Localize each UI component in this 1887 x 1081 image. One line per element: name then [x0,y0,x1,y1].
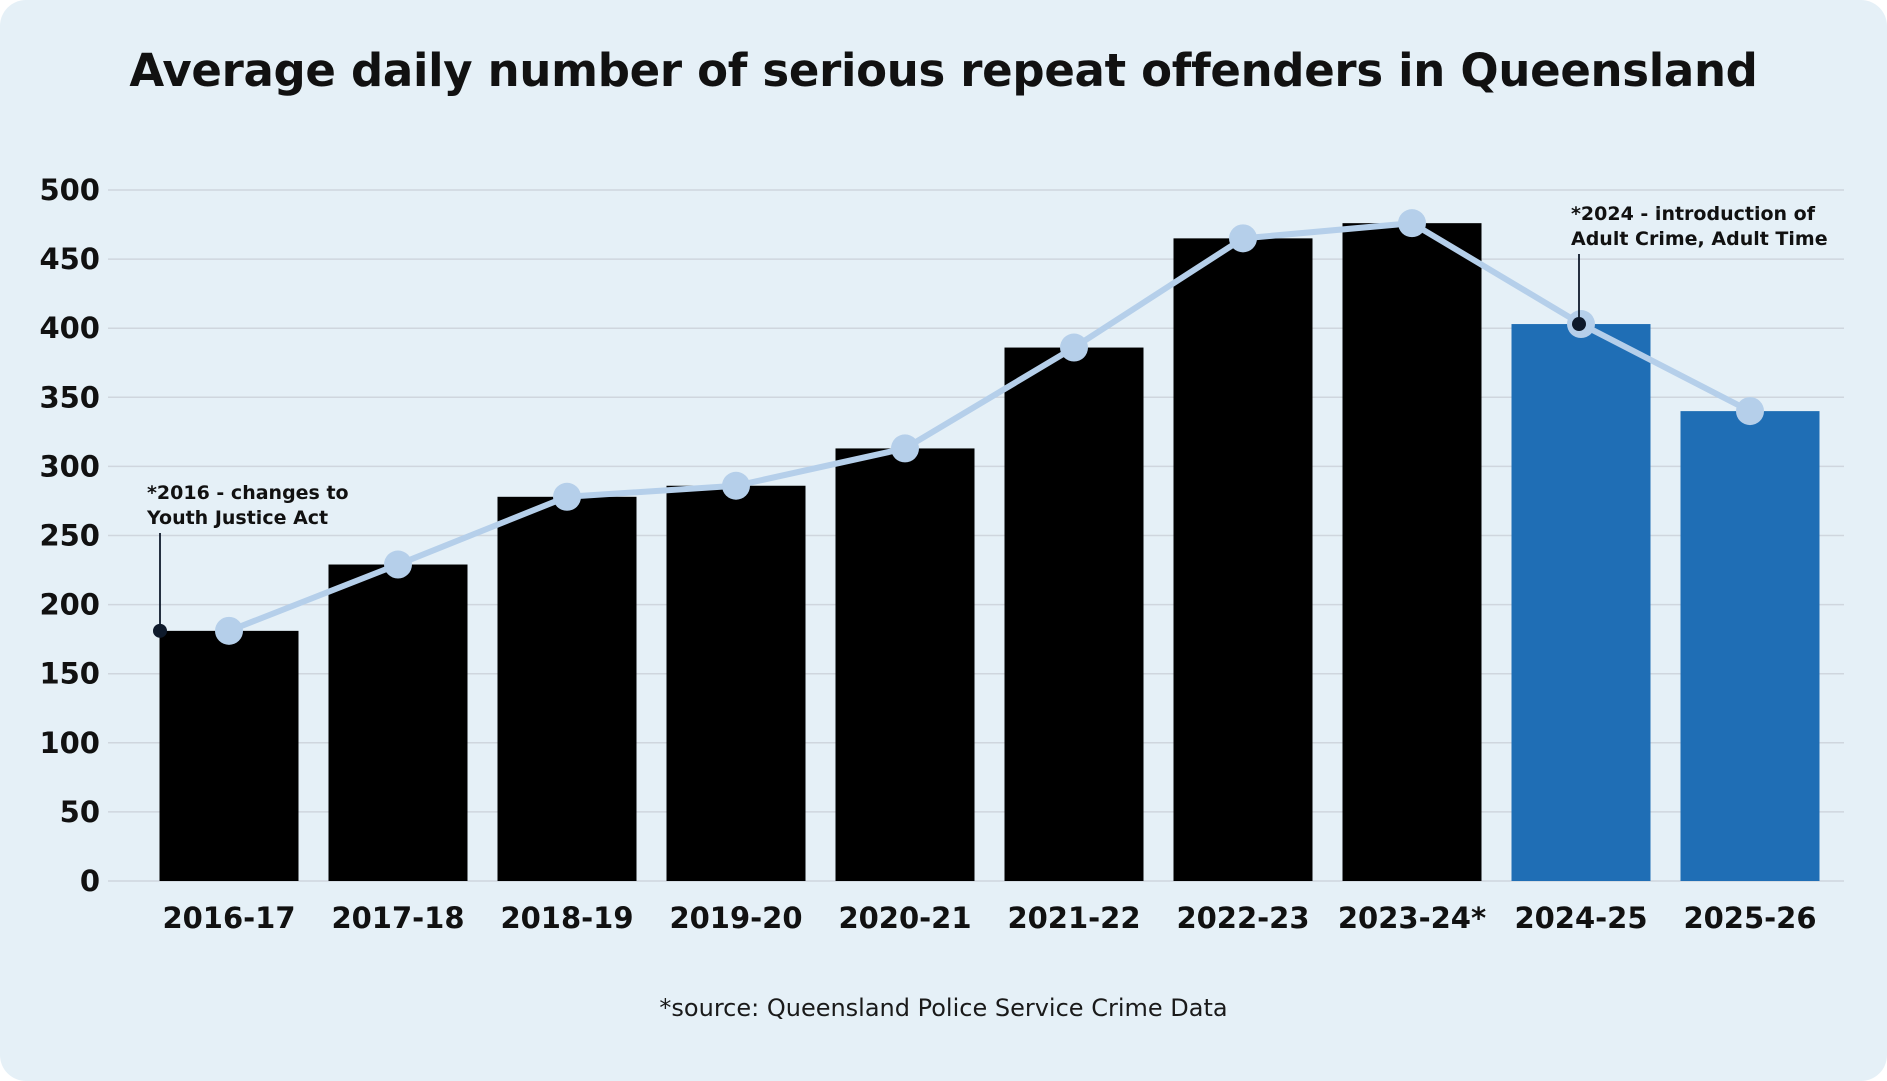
y-tick-label-50: 50 [60,795,100,829]
x-tick-label-2019-20: 2019-20 [669,901,802,935]
trend-marker-2023-24* [1398,209,1426,238]
x-tick-label-2024-25: 2024-25 [1514,901,1647,935]
annotation-2016-line-2: Youth Justice Act [146,507,328,529]
trend-line-path [226,220,1753,634]
x-tick-label-2023-24*: 2023-24* [1338,901,1486,935]
y-tick-label-250: 250 [39,519,100,553]
annotation-2016-dot [153,623,167,638]
y-tick-label-0: 0 [80,864,100,898]
annotation-2024-line-1: *2024 - introduction of [1571,203,1816,225]
y-tick-label-200: 200 [39,588,100,622]
y-axis-tick-labels: 0 50 100 150 200 250 300 350 400 450 500 [39,173,100,898]
x-tick-label-2021-22: 2021-22 [1007,901,1140,935]
chart-title: Average daily number of serious repeat o… [129,44,1758,97]
trend-marker-2017-18 [384,550,412,579]
x-tick-label-2016-17: 2016-17 [162,901,295,935]
bar-2020-21 [835,448,975,881]
y-tick-label-150: 150 [39,657,100,691]
bar-2019-20 [666,485,806,881]
x-tick-label-2020-21: 2020-21 [838,901,971,935]
trend-marker-2016-17 [215,616,243,645]
x-tick-label-2017-18: 2017-18 [331,901,464,935]
annotation-2024-dot [1572,317,1586,332]
annotations: *2016 - changes to Youth Justice Act *2024… [146,203,1828,638]
x-tick-label-2025-26: 2025-26 [1683,901,1816,935]
bar-2022-23 [1173,238,1313,881]
x-tick-label-2022-23: 2022-23 [1176,901,1309,935]
annotation-2024-line-2: Adult Crime, Adult Time [1571,228,1828,250]
bar-2018-19 [497,496,637,881]
trend-marker-2025-26 [1736,397,1764,426]
bars [159,223,1820,882]
trend-marker-2018-19 [553,482,581,511]
y-tick-label-400: 400 [39,311,100,345]
trend-marker-2020-21 [891,434,919,463]
bar-2021-22 [1004,347,1144,882]
bar-2024-25 [1511,324,1651,882]
trend-marker-2021-22 [1060,333,1088,362]
y-tick-label-450: 450 [39,242,100,276]
x-axis-tick-labels: 2016-17 2017-18 2018-19 2019-20 2020-21 2021-… [162,901,1816,935]
bar-2025-26 [1680,411,1820,881]
y-tick-label-100: 100 [39,726,100,760]
annotation-2016-line-1: *2016 - changes to [147,482,349,504]
y-tick-label-500: 500 [39,173,100,207]
trend-line [215,209,1764,645]
bar-2023-24* [1342,223,1482,882]
x-tick-label-2018-19: 2018-19 [500,901,633,935]
bar-2017-18 [328,564,468,881]
annotation-2024: *2024 - introduction of Adult Crime, Adul… [1571,203,1828,332]
trend-marker-2022-23 [1229,224,1257,253]
trend-marker-2019-20 [722,471,750,500]
bar-2016-17 [159,630,299,881]
y-tick-label-300: 300 [39,449,100,483]
y-tick-label-350: 350 [39,380,100,414]
annotation-2016: *2016 - changes to Youth Justice Act [146,482,349,638]
source-note: *source: Queensland Police Service Crime… [659,994,1228,1022]
